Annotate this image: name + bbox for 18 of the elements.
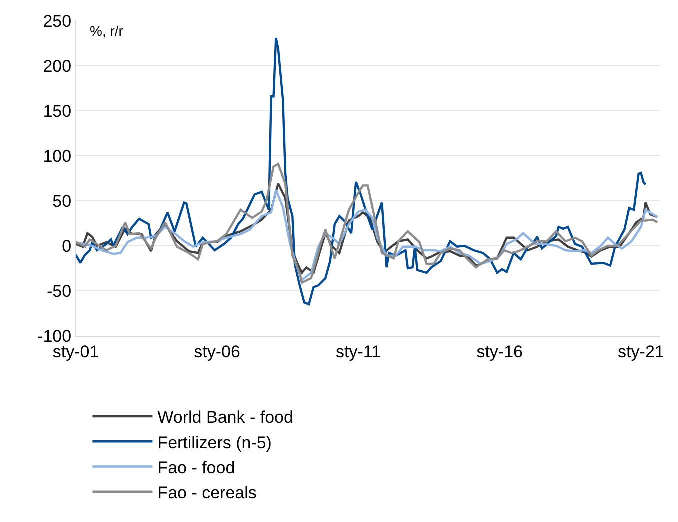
y-tick-label: 50 [52, 192, 72, 211]
y-tick-label: -50 [47, 282, 72, 301]
legend-label: Fao - cereals [158, 483, 257, 502]
x-tick-label: sty-21 [618, 342, 664, 362]
y-tick-label: 250 [43, 12, 72, 31]
line-series [76, 37, 647, 306]
x-tick-label: sty-11 [336, 342, 382, 362]
y-tick-label: 150 [43, 102, 72, 121]
legend-label: Fao - food [158, 458, 236, 478]
y-tick-label: 0 [62, 236, 72, 256]
x-tick-label: sty-16 [476, 342, 523, 362]
y-axis-title: %, r/r [90, 23, 124, 39]
y-tick-label: 200 [43, 56, 72, 76]
legend-label: Fertilizers (n-5) [158, 433, 272, 452]
x-tick-label: sty-06 [194, 342, 240, 362]
legend-label: World Bank - food [158, 408, 294, 428]
line-series [76, 163, 659, 284]
y-tick-label: 100 [43, 146, 72, 166]
